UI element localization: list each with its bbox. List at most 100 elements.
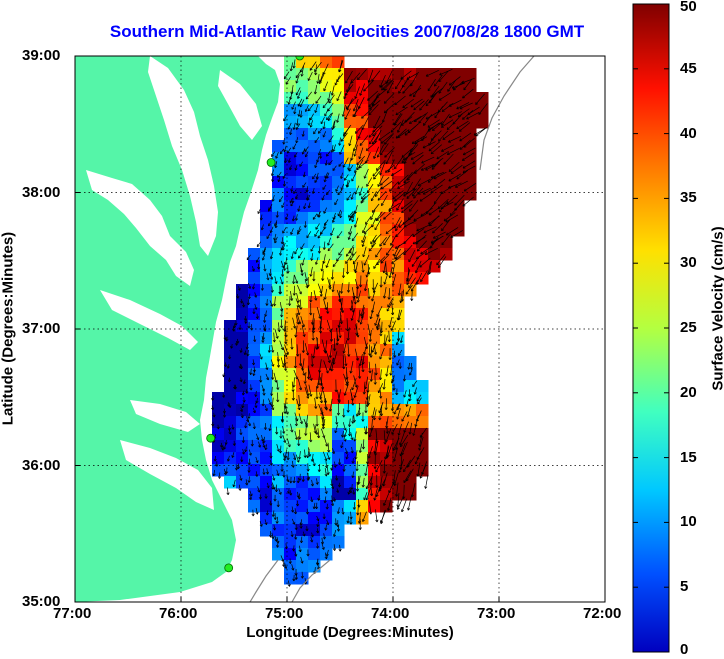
velocity-arrowhead bbox=[221, 447, 224, 451]
velocity-arrowhead bbox=[407, 366, 409, 370]
velocity-arrowhead bbox=[333, 465, 336, 468]
velocity-arrow bbox=[380, 254, 390, 264]
velocity-cell bbox=[368, 428, 381, 441]
velocity-arrowhead bbox=[296, 322, 299, 325]
velocity-arrowhead bbox=[448, 178, 451, 182]
velocity-arrow bbox=[294, 551, 297, 557]
velocity-arrow bbox=[303, 418, 308, 428]
velocity-arrow bbox=[349, 418, 351, 427]
velocity-arrow bbox=[340, 300, 344, 313]
velocity-arrowhead bbox=[407, 414, 410, 418]
velocity-arrowhead bbox=[234, 443, 236, 446]
velocity-arrow bbox=[419, 99, 429, 111]
velocity-cell bbox=[344, 320, 357, 333]
velocity-cell bbox=[212, 452, 225, 465]
velocity-arrowhead bbox=[279, 329, 281, 332]
velocity-arrowhead bbox=[365, 148, 368, 151]
velocity-arrowhead bbox=[362, 244, 365, 247]
velocity-cell bbox=[392, 320, 405, 333]
velocity-arrowhead bbox=[308, 109, 311, 112]
velocity-arrowhead bbox=[326, 491, 328, 494]
velocity-arrowhead bbox=[287, 101, 289, 105]
velocity-arrow bbox=[417, 178, 431, 186]
velocity-arrow bbox=[279, 148, 284, 155]
velocity-arrow bbox=[372, 125, 383, 137]
velocity-arrow bbox=[384, 335, 388, 346]
velocity-arrow bbox=[370, 234, 377, 245]
velocity-arrowhead bbox=[248, 462, 251, 465]
velocity-arrowhead bbox=[263, 269, 266, 272]
velocity-arrowhead bbox=[297, 480, 300, 484]
velocity-arrowhead bbox=[233, 386, 236, 390]
velocity-arrowhead bbox=[361, 446, 364, 450]
velocity-arrowhead bbox=[383, 110, 386, 113]
velocity-arrow bbox=[458, 122, 471, 132]
velocity-arrowhead bbox=[406, 283, 410, 285]
velocity-arrow bbox=[289, 128, 292, 135]
velocity-arrowhead bbox=[237, 340, 240, 344]
velocity-arrowhead bbox=[291, 298, 294, 301]
velocity-arrowhead bbox=[356, 335, 359, 338]
velocity-arrowhead bbox=[409, 93, 411, 97]
velocity-arrowhead bbox=[310, 540, 313, 543]
velocity-arrowhead bbox=[397, 186, 400, 189]
velocity-arrow bbox=[386, 301, 393, 312]
velocity-arrowhead bbox=[262, 393, 265, 396]
velocity-arrowhead bbox=[409, 367, 412, 370]
velocity-cell bbox=[284, 464, 297, 477]
velocity-arrow bbox=[321, 261, 324, 272]
velocity-arrow bbox=[459, 139, 471, 150]
velocity-arrow bbox=[296, 137, 299, 144]
velocity-arrowhead bbox=[349, 370, 351, 374]
velocity-arrow bbox=[413, 100, 425, 111]
velocity-arrowhead bbox=[410, 104, 413, 108]
velocity-arrowhead bbox=[290, 298, 293, 301]
velocity-arrowhead bbox=[243, 352, 246, 355]
velocity-arrowhead bbox=[344, 393, 347, 396]
velocity-arrowhead bbox=[338, 335, 341, 338]
velocity-arrowhead bbox=[256, 474, 259, 477]
velocity-arrowhead bbox=[323, 72, 326, 75]
velocity-arrowhead bbox=[425, 73, 428, 77]
velocity-arrowhead bbox=[294, 423, 297, 427]
velocity-arrowhead bbox=[259, 524, 263, 527]
velocity-arrow bbox=[299, 451, 301, 460]
velocity-arrowhead bbox=[239, 327, 242, 330]
velocity-arrowhead bbox=[247, 462, 250, 465]
velocity-arrow bbox=[383, 378, 386, 390]
velocity-cell bbox=[368, 248, 381, 261]
velocity-arrowhead bbox=[216, 464, 219, 467]
velocity-arrowhead bbox=[313, 91, 316, 95]
velocity-arrowhead bbox=[276, 387, 279, 390]
velocity-arrow bbox=[319, 392, 323, 404]
velocity-arrow bbox=[272, 474, 275, 481]
velocity-arrowhead bbox=[393, 483, 395, 486]
velocity-arrow bbox=[242, 448, 245, 455]
velocity-arrow bbox=[367, 264, 370, 275]
velocity-arrow bbox=[239, 474, 242, 481]
velocity-arrow bbox=[409, 200, 419, 212]
velocity-arrowhead bbox=[261, 389, 265, 392]
velocity-arrowhead bbox=[295, 511, 298, 515]
velocity-arrow bbox=[279, 248, 282, 256]
velocity-arrowhead bbox=[257, 266, 260, 270]
velocity-arrowhead bbox=[296, 280, 299, 284]
velocity-arrow bbox=[318, 464, 321, 472]
velocity-cell bbox=[356, 212, 369, 225]
velocity-cell bbox=[392, 128, 405, 141]
velocity-arrowhead bbox=[383, 387, 386, 390]
velocity-arrowhead bbox=[461, 158, 464, 161]
velocity-cell bbox=[416, 140, 429, 153]
velocity-arrow bbox=[313, 423, 316, 434]
velocity-arrowhead bbox=[439, 210, 442, 213]
velocity-arrowhead bbox=[382, 386, 385, 390]
velocity-arrowhead bbox=[355, 358, 359, 361]
velocity-arrowhead bbox=[296, 93, 299, 96]
velocity-arrowhead bbox=[281, 274, 283, 277]
velocity-arrowhead bbox=[280, 152, 283, 155]
velocity-arrow bbox=[390, 364, 393, 376]
velocity-arrow bbox=[355, 124, 364, 134]
velocity-arrowhead bbox=[269, 456, 272, 459]
velocity-arrowhead bbox=[339, 484, 342, 488]
velocity-cell bbox=[332, 116, 345, 129]
